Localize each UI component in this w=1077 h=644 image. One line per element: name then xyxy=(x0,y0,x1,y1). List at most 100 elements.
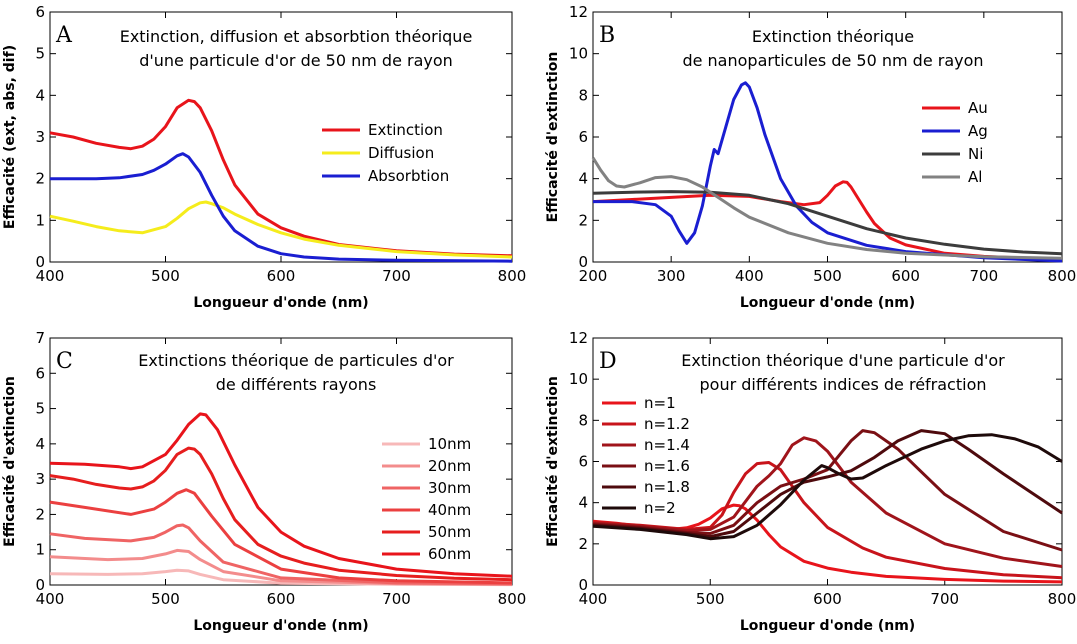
series-line-10nm xyxy=(49,568,513,587)
legend-label: n=1.4 xyxy=(644,436,690,454)
x-axis-label: Longueur d'onde (nm) xyxy=(740,618,915,634)
x-tick-label: 700 xyxy=(970,267,999,285)
legend-label: n=1 xyxy=(644,394,676,412)
legend-label: 10nm xyxy=(428,435,471,453)
y-tick-label: 2 xyxy=(35,505,45,523)
y-axis-label: Efficacité d'extinction xyxy=(2,376,18,547)
legend-label: 40nm xyxy=(428,501,471,519)
series-line-n-1-6 xyxy=(592,429,1063,552)
series-line-30nm xyxy=(49,523,513,586)
chart-title-line: de nanoparticules de 50 nm de rayon xyxy=(682,51,983,70)
y-tick-label: 6 xyxy=(35,364,45,382)
panel-letter: D xyxy=(599,349,617,374)
panel-letter: A xyxy=(55,23,73,48)
chart-title-line: Extinction, diffusion et absorbtion théo… xyxy=(120,27,473,46)
legend-label: Ni xyxy=(968,145,983,163)
chart-title-line: Extinctions théorique de particules d'or xyxy=(138,351,454,370)
x-tick-label: 600 xyxy=(813,590,842,608)
x-tick-label: 400 xyxy=(36,590,65,608)
y-axis-label: Efficacité (ext, abs, dif) xyxy=(2,45,18,229)
y-tick-label: 2 xyxy=(578,535,588,553)
y-tick-label: 4 xyxy=(578,170,588,188)
y-tick-label: 2 xyxy=(578,211,588,229)
y-tick-label: 12 xyxy=(569,3,588,21)
legend-label: 30nm xyxy=(428,479,471,497)
plot-frame xyxy=(592,11,1063,263)
chart-title-line: de différents rayons xyxy=(216,375,377,394)
x-tick-label: 500 xyxy=(813,267,842,285)
series-line-au xyxy=(592,180,1063,261)
series-line-diffusion xyxy=(49,200,513,259)
series-line-ag xyxy=(593,81,1063,263)
x-tick-label: 800 xyxy=(1048,590,1077,608)
y-tick-label: 8 xyxy=(578,411,588,429)
chart-title-line: Extinction théorique d'une particule d'o… xyxy=(681,351,1005,370)
x-tick-label: 800 xyxy=(498,590,527,608)
y-tick-label: 1 xyxy=(35,211,45,229)
panel-letter: C xyxy=(56,349,73,374)
panel-d: 400 500 600 700 800 0 2 4 6 8 10 12 D Extinction théo… xyxy=(545,329,1076,634)
x-tick-label: 600 xyxy=(267,590,296,608)
y-tick-label: 10 xyxy=(569,370,588,388)
y-tick-label: 6 xyxy=(578,453,588,471)
x-tick-label: 600 xyxy=(891,267,920,285)
y-tick-label: 8 xyxy=(578,86,588,104)
panel-c: 400 500 600 700 800 0 1 2 3 4 5 6 7C Extinctions théo… xyxy=(2,329,526,634)
y-tick-label: 4 xyxy=(578,494,588,512)
series-line-al xyxy=(591,157,1063,260)
x-axis-label: Longueur d'onde (nm) xyxy=(193,295,368,311)
y-tick-label: 0 xyxy=(35,253,45,271)
legend-label: Extinction xyxy=(368,121,443,139)
y-tick-label: 10 xyxy=(569,45,588,63)
y-tick-label: 4 xyxy=(35,86,45,104)
y-axis-label: Efficacité d'extinction xyxy=(545,376,561,547)
series-line-n-2 xyxy=(592,433,1063,541)
y-tick-label: 3 xyxy=(35,470,45,488)
x-axis-label: Longueur d'onde (nm) xyxy=(740,295,915,311)
legend-label: 50nm xyxy=(428,523,471,541)
x-tick-label: 700 xyxy=(930,590,959,608)
y-tick-label: 0 xyxy=(578,576,588,594)
y-tick-label: 0 xyxy=(578,253,588,271)
y-tick-label: 6 xyxy=(578,128,588,146)
y-tick-label: 12 xyxy=(569,329,588,347)
y-tick-label: 4 xyxy=(35,435,45,453)
x-tick-label: 500 xyxy=(151,267,180,285)
y-tick-label: 5 xyxy=(35,45,45,63)
legend-label: n=1.6 xyxy=(644,457,690,475)
legend-label: 20nm xyxy=(428,457,471,475)
series-line-extinction xyxy=(49,98,513,258)
x-tick-label: 500 xyxy=(696,590,725,608)
x-tick-label: 700 xyxy=(382,267,411,285)
x-tick-label: 800 xyxy=(498,267,527,285)
y-tick-label: 5 xyxy=(35,400,45,418)
legend-label: Al xyxy=(968,168,982,186)
chart-title-line: pour différents indices de réfraction xyxy=(700,375,987,394)
series-line-60nm xyxy=(49,412,513,578)
legend-label: Ag xyxy=(968,122,988,140)
x-tick-label: 400 xyxy=(735,267,764,285)
series-line-ni xyxy=(592,190,1063,256)
chart-title-line: Extinction théorique xyxy=(752,27,914,46)
series-line-n-1-4 xyxy=(592,436,1063,568)
series-line-n-1-2 xyxy=(592,461,1063,580)
panel-letter: B xyxy=(599,23,615,48)
x-tick-label: 400 xyxy=(579,590,608,608)
x-axis-label: Longueur d'onde (nm) xyxy=(193,618,368,634)
panel-a: 400 500 600 700 800 0 1 2 3 4 5 6A Extinction, diffu… xyxy=(2,3,526,311)
x-tick-label: 200 xyxy=(579,267,608,285)
legend-label: n=2 xyxy=(644,499,676,517)
y-tick-label: 6 xyxy=(35,3,45,21)
series-line-20nm xyxy=(49,548,513,586)
x-tick-label: 700 xyxy=(382,590,411,608)
y-tick-label: 3 xyxy=(35,128,45,146)
x-tick-label: 500 xyxy=(151,590,180,608)
y-tick-label: 7 xyxy=(35,329,45,347)
legend-label: n=1.2 xyxy=(644,415,690,433)
x-tick-label: 800 xyxy=(1048,267,1077,285)
x-tick-label: 600 xyxy=(267,267,296,285)
legend-label: 60nm xyxy=(428,545,471,563)
y-tick-label: 0 xyxy=(35,576,45,594)
panel-b: 200 300 400 500 600 700 800 0 2 4 6 8 10 12 B Extinctio… xyxy=(545,3,1076,311)
